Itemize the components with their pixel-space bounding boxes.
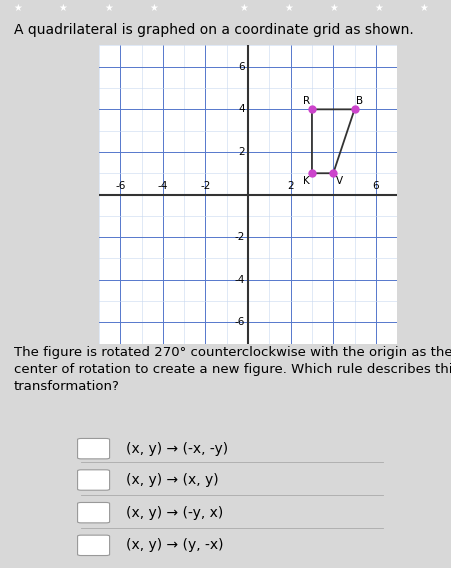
Text: 2: 2 (238, 147, 245, 157)
Text: 6: 6 (238, 62, 245, 72)
Text: ★: ★ (374, 3, 383, 13)
FancyBboxPatch shape (78, 438, 110, 459)
Text: ★: ★ (239, 3, 248, 13)
Text: ★: ★ (284, 3, 293, 13)
Text: -6: -6 (115, 181, 125, 191)
Text: -2: -2 (200, 181, 211, 191)
Text: (x, y) → (-x, -y): (x, y) → (-x, -y) (126, 442, 228, 456)
Text: -6: -6 (235, 318, 245, 327)
Text: The figure is rotated 270° counterclockwise with the origin as the
center of rot: The figure is rotated 270° counterclockw… (14, 346, 451, 394)
Text: 6: 6 (373, 181, 379, 191)
Text: ★: ★ (59, 3, 68, 13)
Text: K: K (303, 176, 309, 186)
Text: -4: -4 (158, 181, 168, 191)
FancyBboxPatch shape (78, 503, 110, 523)
FancyBboxPatch shape (78, 470, 110, 490)
Text: ★: ★ (104, 3, 113, 13)
Text: (x, y) → (y, -x): (x, y) → (y, -x) (126, 538, 224, 552)
Text: A quadrilateral is graphed on a coordinate grid as shown.: A quadrilateral is graphed on a coordina… (14, 23, 413, 37)
Text: R: R (303, 96, 310, 106)
Text: -2: -2 (235, 232, 245, 242)
Text: ★: ★ (419, 3, 428, 13)
FancyBboxPatch shape (78, 535, 110, 556)
Text: ★: ★ (329, 3, 338, 13)
Text: ★: ★ (149, 3, 158, 13)
Text: (x, y) → (-y, x): (x, y) → (-y, x) (126, 506, 224, 520)
Text: V: V (336, 176, 343, 186)
Text: 4: 4 (238, 105, 245, 114)
Text: 2: 2 (287, 181, 294, 191)
Text: -4: -4 (235, 275, 245, 285)
Text: B: B (356, 96, 364, 106)
Text: ★: ★ (14, 3, 23, 13)
Text: (x, y) → (x, y): (x, y) → (x, y) (126, 473, 219, 487)
